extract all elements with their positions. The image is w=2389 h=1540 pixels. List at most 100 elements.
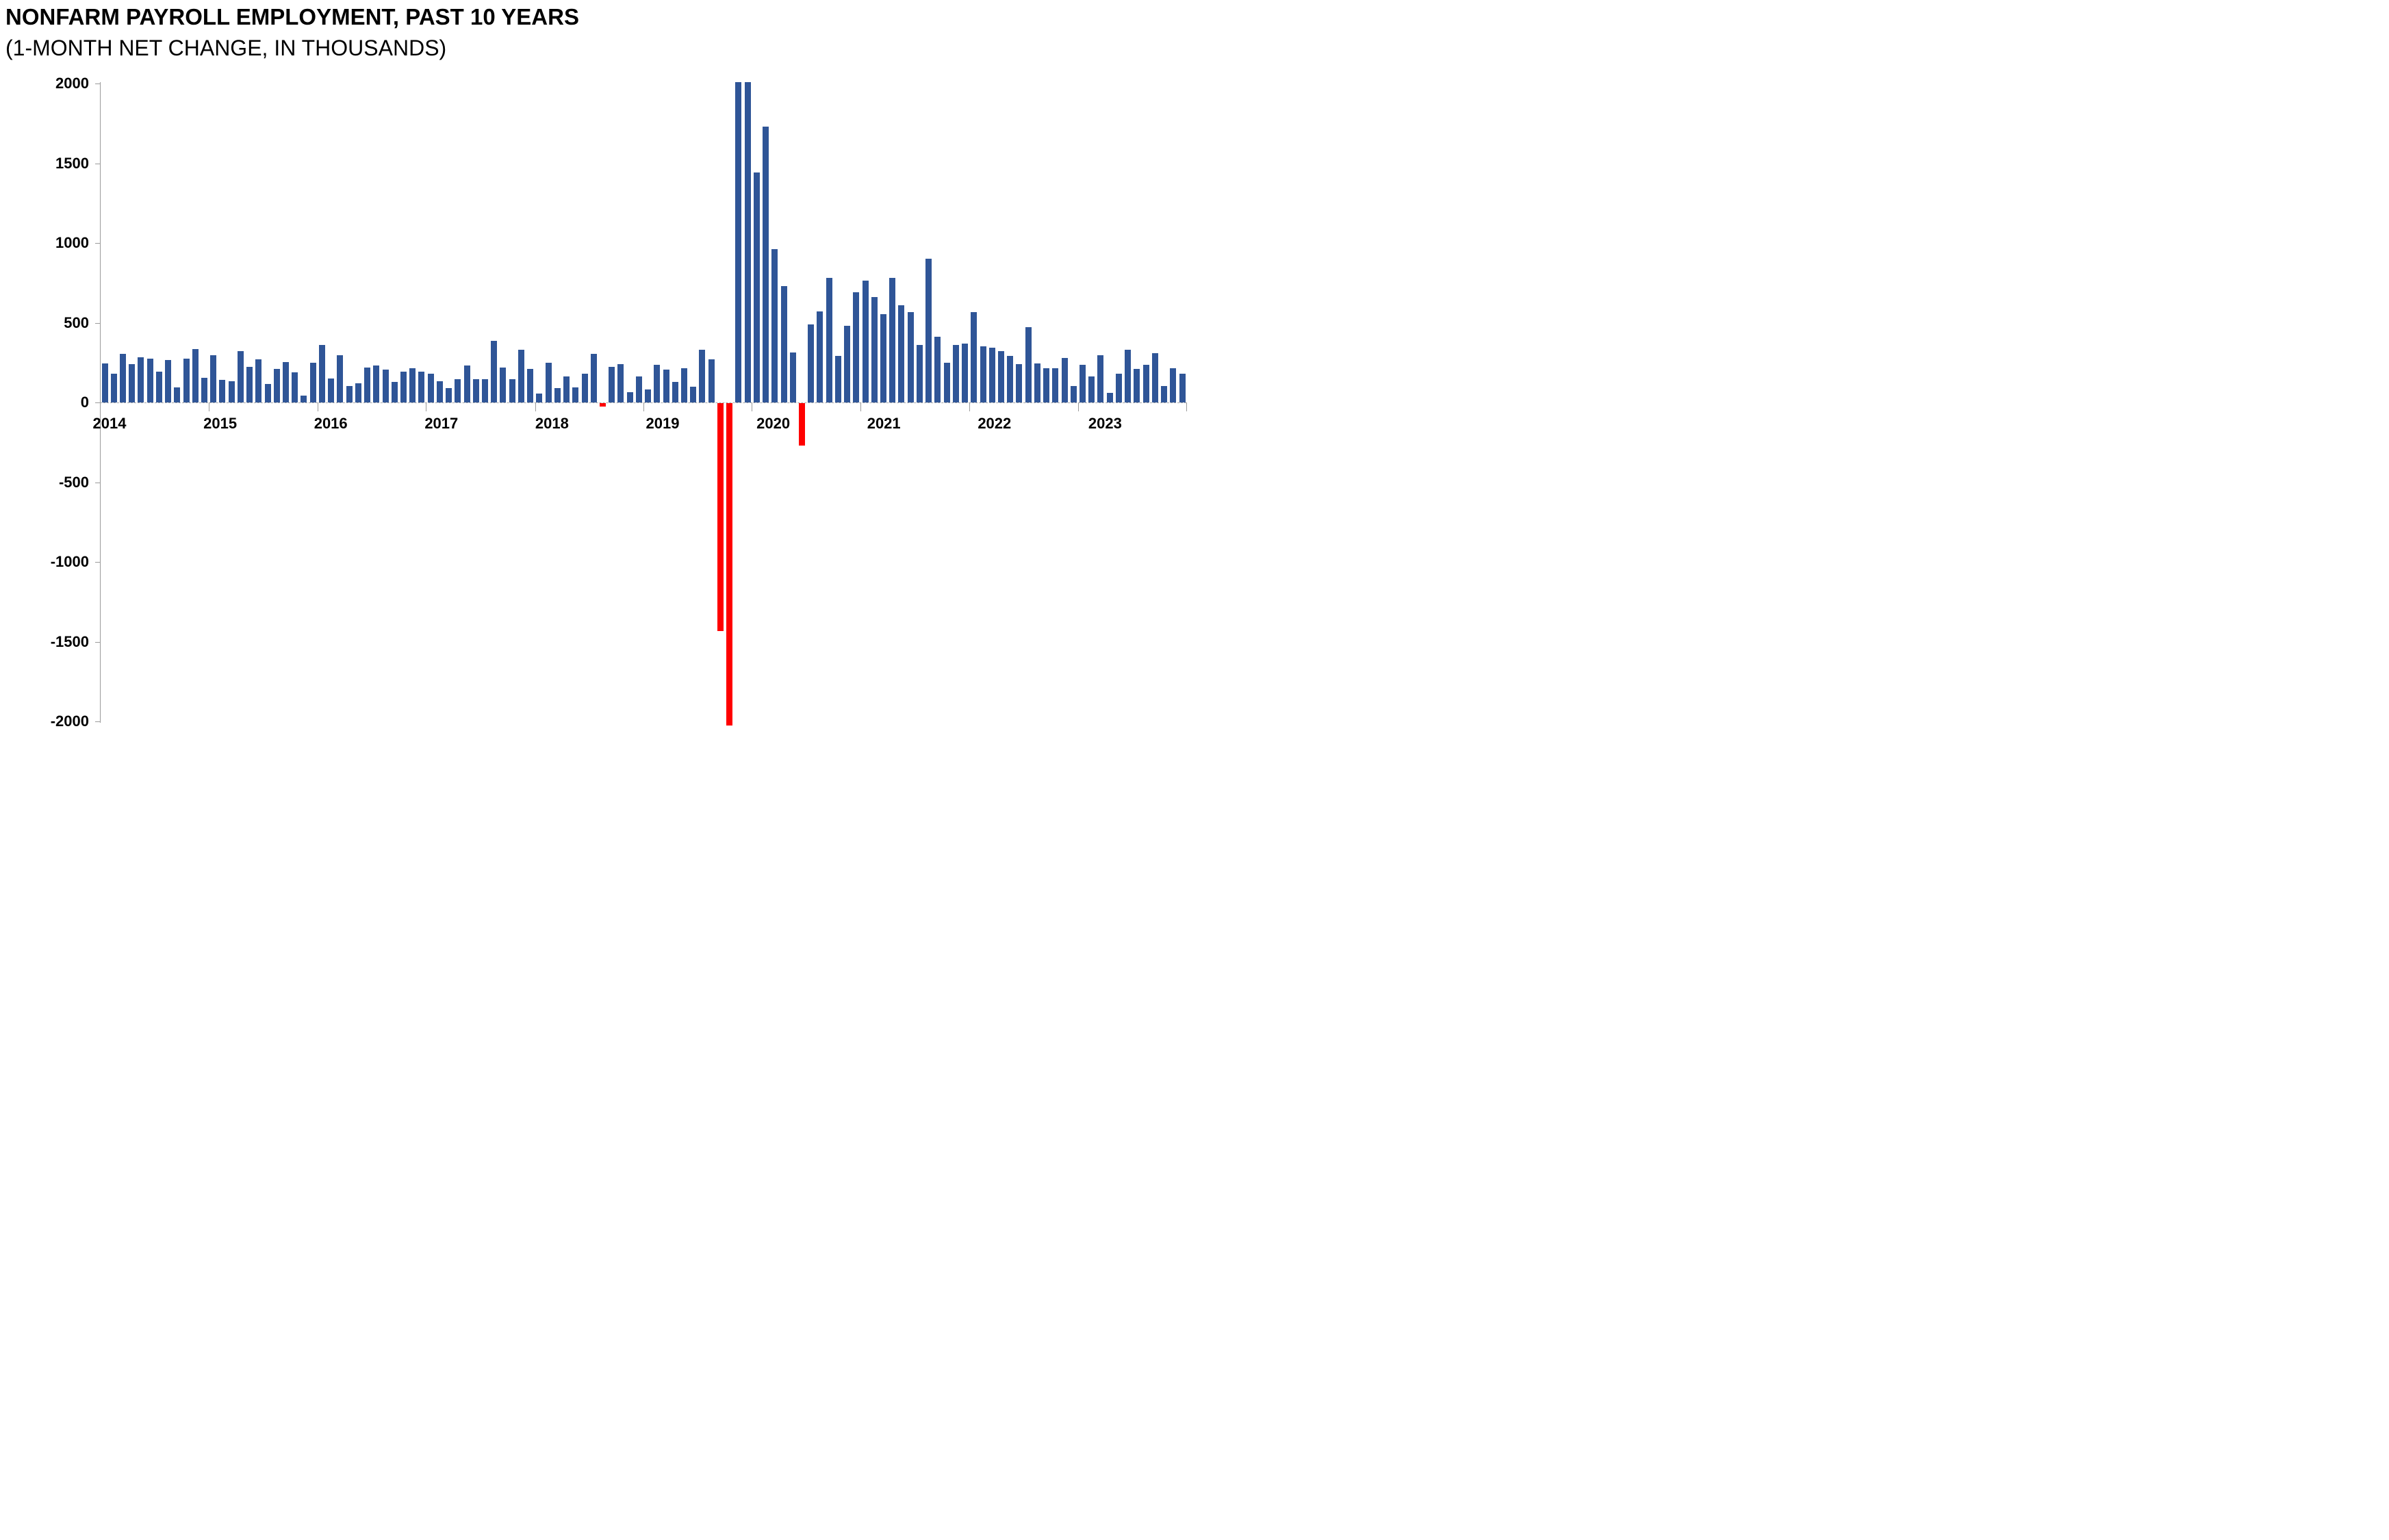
- bar-2023-Feb: [1088, 376, 1095, 402]
- bar-2014-Feb: [110, 374, 117, 402]
- bar-2022-Oct: [1052, 368, 1059, 402]
- y-tick: [95, 243, 100, 244]
- y-tick: [95, 562, 100, 563]
- bar-2020-Jun: [798, 403, 805, 446]
- bar-2015-Nov: [301, 395, 307, 402]
- bar-2021-Aug: [925, 259, 932, 402]
- bar-2015-Jul: [264, 384, 271, 402]
- x-tick: [100, 402, 101, 411]
- bar-2021-Jan: [862, 280, 869, 402]
- bar-2021-Dec: [962, 343, 969, 402]
- bar-2021-May: [898, 305, 905, 402]
- bar-2023-Sep: [1151, 352, 1158, 402]
- bar-2015-Aug: [273, 369, 280, 402]
- bar-2014-Dec: [201, 377, 207, 402]
- bar-2021-Feb: [871, 297, 878, 402]
- bar-2017-Dec: [527, 369, 534, 402]
- bar-2015-Jun: [255, 359, 262, 402]
- bar-2014-Jun: [146, 358, 153, 402]
- bar-2016-May: [355, 383, 361, 402]
- bar-2020-May: [789, 352, 796, 402]
- x-axis-year-label: 2021: [867, 415, 901, 432]
- bar-2019-Jan: [645, 389, 652, 402]
- bar-2017-Jan: [427, 374, 434, 402]
- bar-2020-Mar: [771, 249, 778, 402]
- bar-2020-Jan: [753, 172, 760, 402]
- bar-2023-Jan: [1079, 365, 1086, 402]
- bar-2020-Sep: [826, 278, 832, 402]
- bar-2019-Mar: [663, 370, 669, 402]
- bar-2023-Oct: [1161, 385, 1168, 402]
- bar-2014-Apr: [129, 364, 136, 402]
- bar-2023-Nov: [1170, 368, 1177, 402]
- bar-2021-Jul: [916, 345, 923, 402]
- bar-2014-May: [138, 357, 144, 402]
- bar-2015-Sep: [283, 361, 290, 402]
- y-axis-tick-label: -1000: [50, 553, 89, 570]
- x-axis-year-label: 2023: [1088, 415, 1122, 432]
- bar-2022-Feb: [980, 346, 986, 402]
- y-tick: [95, 322, 100, 324]
- bar-2016-Oct: [400, 371, 407, 402]
- bar-2018-Jan: [536, 394, 543, 402]
- bar-2022-Nov: [1061, 357, 1068, 402]
- bar-2019-Sep: [717, 403, 724, 632]
- x-axis-year-label: 2016: [314, 415, 348, 432]
- bar-2021-Nov: [952, 345, 959, 402]
- bar-2018-Oct: [617, 364, 624, 402]
- y-tick: [95, 641, 100, 643]
- bar-2017-Jul: [482, 379, 489, 402]
- bar-2014-Aug: [165, 360, 172, 402]
- bar-2018-Nov: [626, 392, 633, 402]
- bar-2018-Jul: [590, 353, 597, 402]
- y-axis-tick-label: -500: [58, 473, 89, 491]
- bar-2020-Apr: [780, 285, 787, 402]
- bar-2018-Apr: [563, 376, 570, 402]
- bar-2015-Jan: [210, 355, 217, 402]
- bar-2020-Feb: [763, 126, 769, 402]
- bar-2022-May: [1007, 356, 1014, 402]
- bar-2023-Aug: [1142, 365, 1149, 402]
- bar-2022-Apr: [997, 351, 1004, 402]
- bar-2014-Nov: [192, 348, 199, 402]
- bar-2020-Oct: [834, 356, 841, 402]
- y-axis-tick-label: 500: [64, 313, 89, 331]
- bar-2015-Oct: [292, 372, 298, 402]
- bar-2017-Sep: [500, 367, 507, 402]
- bar-2018-Mar: [554, 388, 561, 402]
- bar-2020-Dec: [853, 292, 860, 402]
- chart-subtitle: (1-MONTH NET CHANGE, IN THOUSANDS): [5, 36, 447, 60]
- x-axis-year-label: 2022: [978, 415, 1012, 432]
- x-tick: [535, 402, 536, 411]
- bar-2016-Jun: [364, 367, 371, 402]
- x-tick: [643, 402, 644, 411]
- bar-2015-Apr: [237, 351, 244, 402]
- bar-2016-Apr: [346, 385, 353, 402]
- bar-2021-Mar: [880, 313, 887, 402]
- x-axis-year-label: 2015: [203, 415, 238, 432]
- bar-2020-Aug: [817, 311, 823, 402]
- bar-2023-Jun: [1125, 350, 1132, 402]
- bar-2022-Dec: [1070, 385, 1077, 402]
- y-axis-tick-label: -2000: [50, 713, 89, 730]
- y-axis-tick-label: 0: [80, 394, 89, 411]
- bar-2020-Nov: [844, 326, 851, 402]
- bar-2019-Feb: [654, 365, 661, 402]
- bar-2023-May: [1115, 374, 1122, 402]
- bar-2023-Apr: [1106, 393, 1113, 402]
- bar-2016-Dec: [418, 371, 425, 402]
- bar-2020-Jul: [808, 324, 815, 402]
- chart-title: NONFARM PAYROLL EMPLOYMENT, PAST 10 YEAR…: [5, 4, 579, 29]
- chart: NONFARM PAYROLL EMPLOYMENT, PAST 10 YEAR…: [0, 0, 1194, 770]
- y-tick: [95, 402, 100, 403]
- bar-2017-Apr: [455, 379, 461, 402]
- bar-2016-Aug: [382, 370, 389, 402]
- bar-2015-Mar: [228, 381, 235, 402]
- bar-2016-Nov: [409, 368, 416, 402]
- bar-2019-Jun: [690, 386, 697, 402]
- bar-2017-Nov: [518, 350, 524, 402]
- bar-2015-May: [246, 366, 253, 402]
- bar-2019-Aug: [708, 359, 715, 402]
- bar-2017-May: [463, 365, 470, 402]
- bar-2016-Sep: [391, 381, 398, 402]
